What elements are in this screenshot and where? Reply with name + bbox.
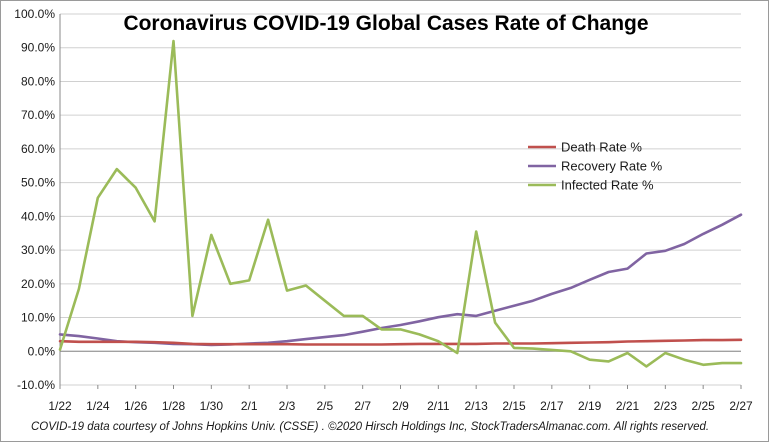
y-tick-label: -10.0% (17, 378, 55, 392)
axes (59, 14, 742, 389)
legend-label-infected-rate: Infected Rate % (561, 178, 654, 193)
y-tick-label: 30.0% (21, 243, 55, 257)
x-tick-label: 2/17 (540, 399, 564, 413)
y-tick-label: 100.0% (14, 7, 55, 21)
y-tick-label: 60.0% (21, 142, 55, 156)
x-tick-label: 2/3 (279, 399, 296, 413)
data-source-caption: COVID-19 data courtesy of Johns Hopkins … (31, 421, 710, 433)
line-chart: -10.0% 0.0% 10.0% 20.0% 30.0% 40.0% 50.0% 60.0%… (14, 7, 753, 413)
y-tick-label: 20.0% (21, 277, 55, 291)
x-tick-label: 2/23 (654, 399, 678, 413)
x-tick-label: 2/7 (354, 399, 371, 413)
legend-label-death-rate: Death Rate % (561, 140, 642, 155)
x-tick-label: 2/25 (691, 399, 715, 413)
x-tick-label: 2/11 (427, 399, 450, 413)
x-tick-label: 1/22 (48, 399, 72, 413)
x-tick-label: 2/19 (578, 399, 602, 413)
x-tick-label: 1/30 (200, 399, 224, 413)
y-tick-label: 90.0% (21, 41, 55, 55)
y-tick-label: 50.0% (21, 176, 55, 190)
x-axis-labels: 1/22 1/24 1/26 1/28 1/30 2/1 2/3 2/5 2/7 2/9 2/11 2… (48, 399, 753, 413)
series-line-death-rate (58, 338, 743, 346)
chart-title: Coronavirus COVID-19 Global Cases Rate o… (123, 12, 648, 35)
y-tick-label: 40.0% (21, 209, 55, 223)
y-axis-labels: -10.0% 0.0% 10.0% 20.0% 30.0% 40.0% 50.0% 60.0%… (14, 7, 55, 392)
x-tick-label: 1/24 (86, 399, 110, 413)
x-tick-label: 2/15 (502, 399, 526, 413)
y-tick-label: 10.0% (21, 311, 55, 325)
legend: Death Rate % Recovery Rate % Infected Rate… (528, 140, 663, 193)
y-tick-label: 70.0% (21, 108, 55, 122)
series-line-infected-rate (58, 39, 743, 368)
series-lines (58, 39, 743, 368)
x-tick-label: 2/9 (392, 399, 409, 413)
y-tick-label: 0.0% (28, 344, 56, 358)
y-tick-label: 80.0% (21, 74, 55, 88)
x-tick-label: 2/1 (241, 399, 258, 413)
x-tick-label: 2/21 (616, 399, 640, 413)
series-line-recovery-rate (58, 213, 743, 347)
x-tick-label: 1/26 (124, 399, 148, 413)
x-tick-label: 1/28 (162, 399, 186, 413)
x-tick-label: 2/13 (464, 399, 488, 413)
x-tick-label: 2/27 (729, 399, 753, 413)
legend-label-recovery-rate: Recovery Rate % (561, 159, 663, 174)
x-tick-label: 2/5 (316, 399, 333, 413)
